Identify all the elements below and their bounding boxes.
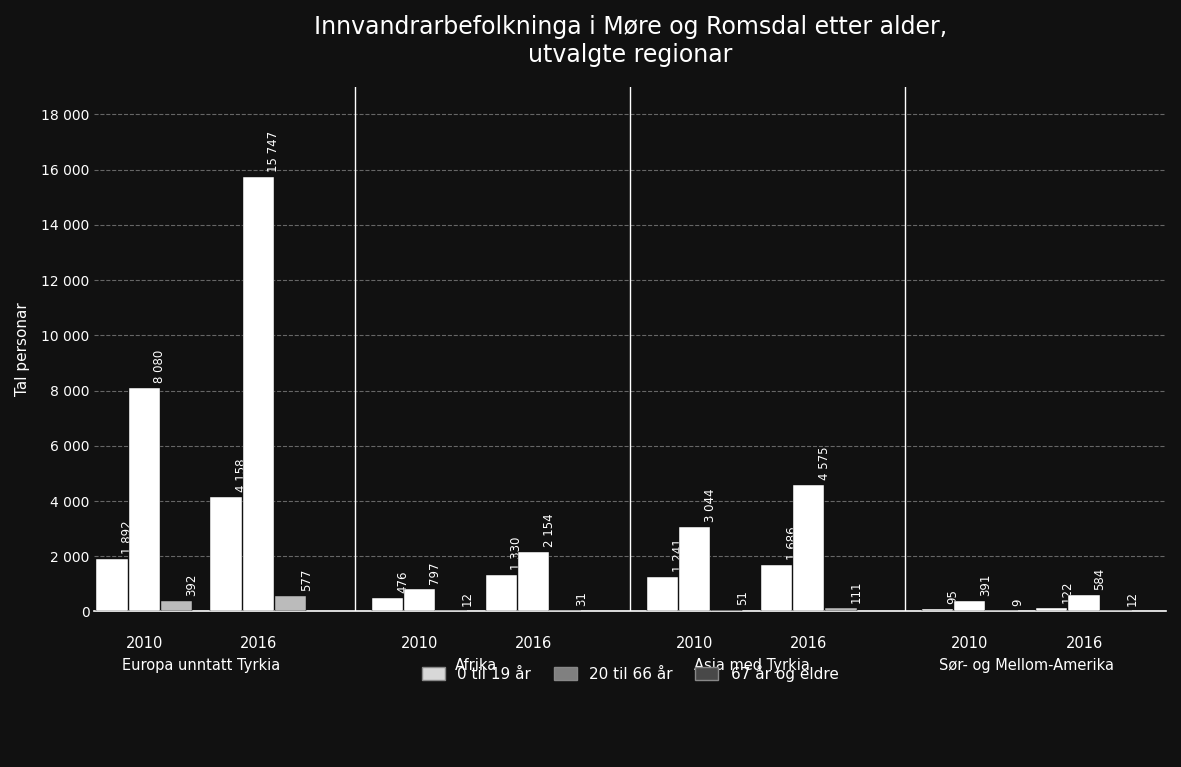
Text: Asia med Tyrkia: Asia med Tyrkia <box>693 658 810 673</box>
Text: 95: 95 <box>947 589 960 604</box>
Text: 1 241: 1 241 <box>672 538 685 572</box>
Bar <box>161 601 193 611</box>
Title: Innvandrarbefolkninga i Møre og Romsdal etter alder,
utvalgte regionar: Innvandrarbefolkninga i Møre og Romsdal … <box>314 15 947 67</box>
Y-axis label: Tal personar: Tal personar <box>15 302 30 396</box>
Legend: 0 til 19 år, 20 til 66 år, 67 år og eldre: 0 til 19 år, 20 til 66 år, 67 år og eldr… <box>416 659 844 688</box>
Text: 4 158: 4 158 <box>235 458 248 492</box>
Text: 2 154: 2 154 <box>543 513 556 547</box>
Text: 12: 12 <box>461 591 474 606</box>
Bar <box>129 388 159 611</box>
Text: 2016: 2016 <box>1065 637 1103 651</box>
Bar <box>794 485 824 611</box>
Text: 2010: 2010 <box>125 637 163 651</box>
Text: 122: 122 <box>1061 581 1074 603</box>
Bar <box>485 574 517 611</box>
Text: Europa unntatt Tyrkia: Europa unntatt Tyrkia <box>122 658 280 673</box>
Bar <box>242 176 274 611</box>
Bar <box>97 559 128 611</box>
Bar <box>518 552 549 611</box>
Bar <box>275 595 306 611</box>
Text: 584: 584 <box>1094 568 1107 591</box>
Text: 12: 12 <box>1125 591 1138 606</box>
Bar <box>1036 608 1068 611</box>
Bar <box>647 578 678 611</box>
Text: 4 575: 4 575 <box>818 446 831 480</box>
Text: 392: 392 <box>185 573 198 596</box>
Text: 2016: 2016 <box>515 637 553 651</box>
Text: 1 892: 1 892 <box>120 521 133 555</box>
Text: 51: 51 <box>736 590 749 605</box>
Text: Sør- og Mellom-Amerika: Sør- og Mellom-Amerika <box>939 658 1115 673</box>
Text: 2010: 2010 <box>676 637 713 651</box>
Bar <box>826 608 856 611</box>
Text: 797: 797 <box>429 562 442 584</box>
Text: 9: 9 <box>1011 599 1024 606</box>
Text: 111: 111 <box>850 581 863 604</box>
Bar <box>210 497 242 611</box>
Text: 391: 391 <box>979 573 992 596</box>
Bar <box>954 601 985 611</box>
Text: 2010: 2010 <box>400 637 438 651</box>
Text: 2010: 2010 <box>951 637 988 651</box>
Text: 31: 31 <box>575 591 588 606</box>
Bar <box>372 598 403 611</box>
Bar <box>922 609 953 611</box>
Bar <box>761 565 792 611</box>
Text: Afrika: Afrika <box>456 658 497 673</box>
Text: 577: 577 <box>300 568 313 591</box>
Text: 15 747: 15 747 <box>267 130 280 172</box>
Text: 2016: 2016 <box>240 637 276 651</box>
Text: 8 080: 8 080 <box>154 350 167 384</box>
Bar <box>711 610 743 611</box>
Text: 1 330: 1 330 <box>510 536 523 570</box>
Bar <box>1069 595 1100 611</box>
Text: 476: 476 <box>397 571 410 594</box>
Bar <box>404 590 435 611</box>
Bar <box>679 528 710 611</box>
Text: 3 044: 3 044 <box>704 489 717 522</box>
Text: 2016: 2016 <box>790 637 828 651</box>
Text: 1 686: 1 686 <box>785 526 798 560</box>
